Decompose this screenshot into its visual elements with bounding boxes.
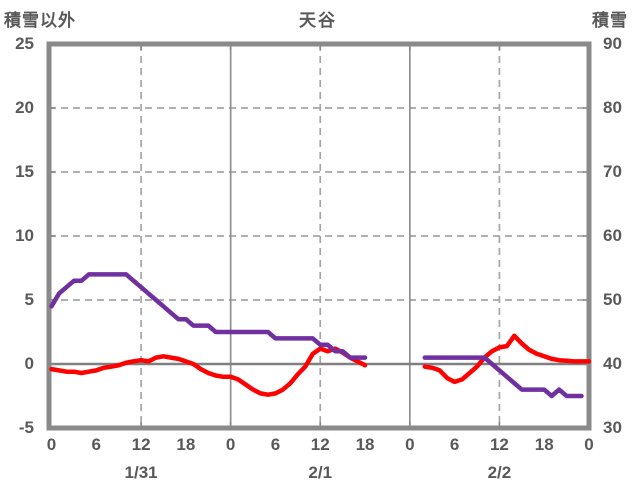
- right-tick-label: 90: [603, 34, 622, 53]
- hour-tick-label: 0: [405, 435, 415, 454]
- series-line-non-snow: [422, 333, 592, 385]
- left-tick-label: 10: [15, 226, 34, 245]
- left-tick-label: -5: [18, 418, 34, 437]
- series-line-snow-depth: [422, 355, 584, 399]
- right-tick-label: 40: [603, 354, 622, 373]
- hour-tick-label: 6: [449, 435, 460, 454]
- hour-tick-label: 0: [584, 435, 594, 454]
- right-tick-label: 50: [603, 290, 622, 309]
- date-label: 1/31: [124, 463, 158, 482]
- date-label: 2/2: [487, 463, 512, 482]
- left-tick-label: 0: [24, 354, 34, 373]
- hour-tick-label: 18: [534, 435, 554, 454]
- plot-border: [46, 41, 592, 431]
- left-tick-label: 25: [15, 34, 34, 53]
- date-label: 2/1: [308, 463, 333, 482]
- hour-tick-label: 18: [176, 435, 196, 454]
- left-tick-label: 5: [24, 290, 34, 309]
- right-tick-label: 30: [603, 418, 622, 437]
- hour-tick-label: 12: [489, 435, 509, 454]
- left-tick-label: 15: [15, 162, 34, 181]
- left-tick-label: 20: [15, 98, 34, 117]
- right-axis-title: 積雪: [592, 11, 628, 30]
- hour-tick-label: 18: [355, 435, 375, 454]
- hour-tick-label: 0: [225, 435, 236, 454]
- right-tick-label: 80: [603, 98, 622, 117]
- series-line-snow-depth: [49, 272, 368, 360]
- right-tick-label: 70: [603, 162, 622, 181]
- right-tick-label: 60: [603, 226, 622, 245]
- left-axis-title: 積雪以外: [4, 11, 76, 30]
- series-line-non-snow: [49, 346, 368, 397]
- hour-tick-label: 6: [91, 435, 102, 454]
- hour-tick-label: 12: [310, 435, 330, 454]
- chart-title: 天谷: [299, 11, 337, 30]
- hour-tick-label: 12: [131, 435, 151, 454]
- hour-tick-label: 0: [46, 435, 57, 454]
- hour-tick-label: 6: [270, 435, 281, 454]
